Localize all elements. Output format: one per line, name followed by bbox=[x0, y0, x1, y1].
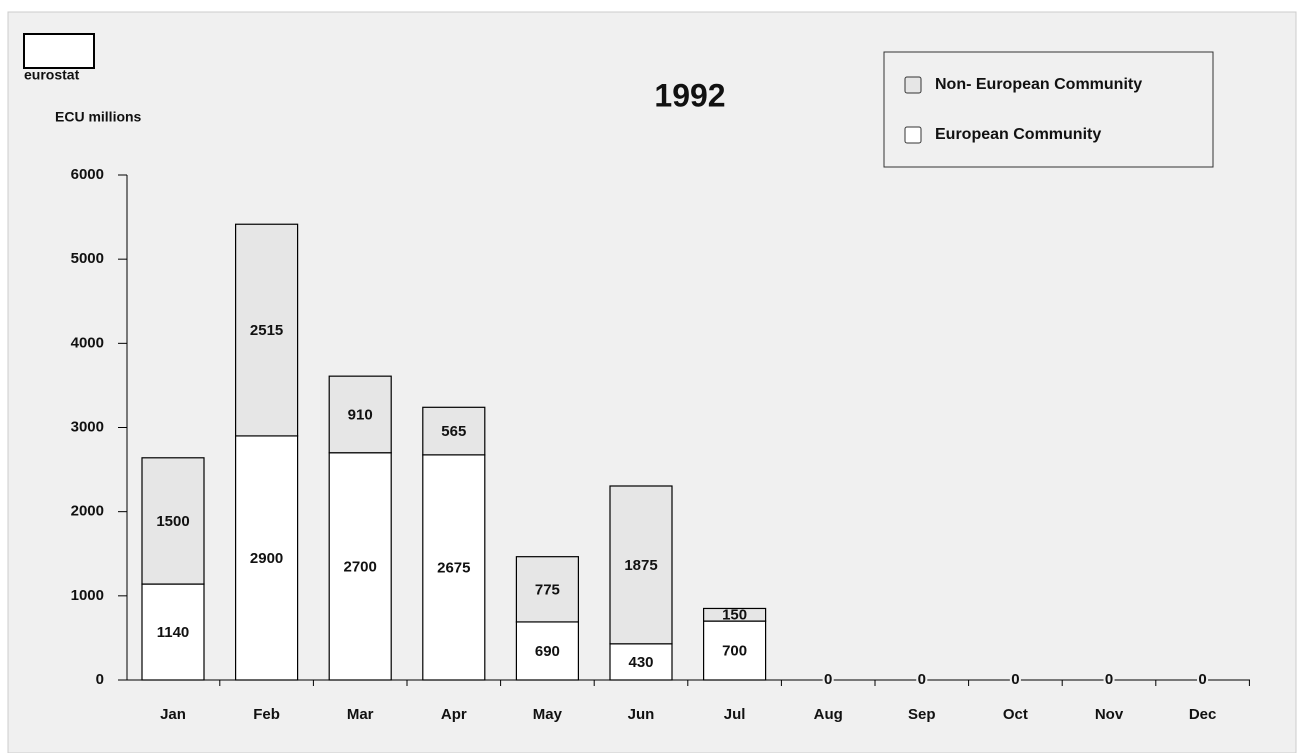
x-tick-label: Apr bbox=[441, 706, 467, 723]
x-tick-label: Sep bbox=[908, 706, 936, 723]
bar-segment bbox=[422, 454, 486, 681]
x-tick-label: Jul bbox=[724, 706, 746, 723]
bar-segment bbox=[702, 620, 767, 681]
data-label: 910 bbox=[348, 406, 373, 423]
legend-swatch bbox=[904, 76, 922, 94]
legend-label: Non- European Community bbox=[935, 76, 1142, 93]
x-tick-label: Jan bbox=[160, 706, 186, 723]
x-tick-label: Mar bbox=[347, 706, 374, 723]
y-tick-label: 1000 bbox=[71, 587, 104, 604]
data-label: 0 bbox=[1105, 671, 1113, 688]
bar-segment bbox=[328, 452, 392, 681]
y-tick-label: 6000 bbox=[71, 166, 104, 183]
data-label: 775 bbox=[535, 581, 560, 598]
data-label: 0 bbox=[824, 671, 832, 688]
bar-segment bbox=[515, 621, 580, 681]
legend bbox=[883, 51, 1214, 168]
data-label: 700 bbox=[722, 643, 747, 660]
y-axis-label: ECU millions bbox=[55, 109, 142, 125]
x-tick-label: Oct bbox=[1003, 706, 1028, 723]
x-tick-label: Dec bbox=[1189, 706, 1217, 723]
logo-text: eurostat bbox=[24, 67, 80, 83]
x-tick-label: Aug bbox=[814, 706, 843, 723]
data-label: 2515 bbox=[250, 322, 283, 339]
bar-segment bbox=[141, 457, 205, 585]
bar-segment bbox=[609, 643, 673, 681]
x-tick-label: Jun bbox=[628, 706, 655, 723]
data-label: 0 bbox=[918, 671, 926, 688]
data-label: 0 bbox=[1011, 671, 1019, 688]
data-label: 2900 bbox=[250, 550, 283, 567]
y-tick-label: 5000 bbox=[71, 250, 104, 267]
logo-box bbox=[23, 33, 95, 69]
y-tick-label: 4000 bbox=[71, 334, 104, 351]
y-tick-label: 2000 bbox=[71, 503, 104, 520]
legend-swatch bbox=[904, 126, 922, 144]
bar-segment bbox=[609, 485, 673, 645]
data-label: 565 bbox=[441, 423, 466, 440]
x-tick-label: May bbox=[533, 706, 563, 723]
data-label: 2700 bbox=[344, 558, 377, 575]
bar-segment bbox=[422, 406, 486, 456]
x-tick-label: Nov bbox=[1095, 706, 1124, 723]
legend-label: European Community bbox=[935, 126, 1101, 143]
data-label: 1140 bbox=[157, 624, 190, 641]
data-label: 0 bbox=[1198, 671, 1206, 688]
data-label: 2675 bbox=[437, 559, 470, 576]
data-label: 430 bbox=[628, 654, 653, 671]
data-label: 690 bbox=[535, 643, 560, 660]
chart-title: 1992 bbox=[654, 77, 725, 113]
bar-segment bbox=[235, 435, 299, 681]
bar-segment bbox=[702, 607, 767, 622]
data-label: 150 bbox=[722, 607, 747, 624]
bar-segment bbox=[515, 556, 580, 623]
y-tick-label: 0 bbox=[96, 671, 104, 688]
data-label: 1875 bbox=[624, 557, 657, 574]
x-tick-label: Feb bbox=[253, 706, 280, 723]
y-tick-label: 3000 bbox=[71, 418, 104, 435]
bar-segment bbox=[235, 223, 299, 437]
data-label: 1500 bbox=[156, 513, 189, 530]
bar-segment bbox=[328, 375, 392, 454]
